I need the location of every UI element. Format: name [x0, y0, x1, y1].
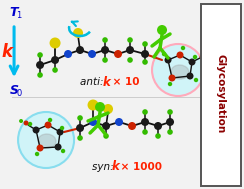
- Circle shape: [169, 74, 175, 81]
- Circle shape: [128, 122, 136, 130]
- Ellipse shape: [171, 65, 189, 79]
- Ellipse shape: [38, 134, 56, 148]
- Circle shape: [52, 67, 58, 73]
- Circle shape: [155, 133, 161, 139]
- Circle shape: [102, 57, 108, 63]
- Text: k: k: [103, 75, 111, 88]
- Circle shape: [200, 54, 204, 60]
- Circle shape: [35, 152, 39, 156]
- Text: k: k: [112, 160, 120, 174]
- Circle shape: [193, 55, 197, 59]
- Text: 0: 0: [16, 88, 22, 98]
- Circle shape: [61, 149, 65, 153]
- FancyBboxPatch shape: [201, 4, 241, 185]
- Circle shape: [186, 73, 193, 80]
- Circle shape: [142, 109, 148, 115]
- Circle shape: [36, 61, 44, 69]
- Circle shape: [141, 118, 149, 126]
- Circle shape: [48, 118, 52, 122]
- Circle shape: [167, 109, 173, 115]
- Circle shape: [176, 51, 183, 59]
- Circle shape: [73, 28, 83, 38]
- Circle shape: [19, 119, 23, 123]
- Circle shape: [37, 72, 43, 78]
- Circle shape: [164, 57, 172, 64]
- Circle shape: [115, 118, 123, 126]
- Circle shape: [77, 135, 83, 141]
- Circle shape: [88, 99, 99, 111]
- Circle shape: [142, 41, 148, 47]
- Circle shape: [127, 37, 133, 43]
- Circle shape: [60, 126, 64, 130]
- Circle shape: [102, 122, 110, 130]
- Text: anti:: anti:: [80, 77, 107, 87]
- Circle shape: [152, 44, 204, 96]
- Circle shape: [103, 133, 109, 139]
- Circle shape: [114, 50, 122, 58]
- Circle shape: [55, 143, 61, 150]
- Circle shape: [51, 56, 59, 64]
- Circle shape: [168, 82, 172, 86]
- Circle shape: [89, 118, 97, 126]
- Circle shape: [102, 37, 108, 43]
- Circle shape: [126, 46, 134, 54]
- Circle shape: [37, 52, 43, 58]
- Circle shape: [101, 46, 109, 54]
- Text: S: S: [10, 84, 19, 97]
- Circle shape: [142, 59, 148, 65]
- Circle shape: [50, 37, 61, 49]
- Circle shape: [166, 118, 174, 126]
- Circle shape: [77, 115, 83, 121]
- Text: syn:: syn:: [92, 162, 117, 172]
- Text: 1: 1: [16, 11, 22, 19]
- Circle shape: [181, 46, 185, 50]
- Circle shape: [162, 52, 166, 56]
- Circle shape: [76, 46, 84, 54]
- Circle shape: [64, 50, 72, 58]
- Circle shape: [88, 50, 96, 58]
- Text: × 10: × 10: [109, 77, 140, 87]
- Circle shape: [28, 122, 32, 126]
- Circle shape: [154, 122, 162, 130]
- Circle shape: [142, 129, 148, 135]
- Circle shape: [57, 129, 63, 136]
- Text: k: k: [1, 43, 13, 61]
- Circle shape: [141, 50, 149, 58]
- Circle shape: [37, 145, 44, 152]
- Circle shape: [45, 122, 51, 129]
- Circle shape: [103, 104, 113, 114]
- Text: Glycosylation: Glycosylation: [215, 54, 225, 134]
- Circle shape: [194, 78, 198, 82]
- Circle shape: [95, 102, 105, 112]
- Circle shape: [205, 52, 209, 56]
- Text: × 1000: × 1000: [117, 162, 162, 172]
- Circle shape: [157, 25, 167, 35]
- Circle shape: [24, 121, 29, 125]
- Circle shape: [18, 112, 74, 168]
- Circle shape: [32, 126, 40, 133]
- Circle shape: [167, 129, 173, 135]
- Circle shape: [76, 124, 84, 132]
- Circle shape: [127, 57, 133, 63]
- Text: T: T: [10, 5, 18, 19]
- Circle shape: [189, 59, 195, 66]
